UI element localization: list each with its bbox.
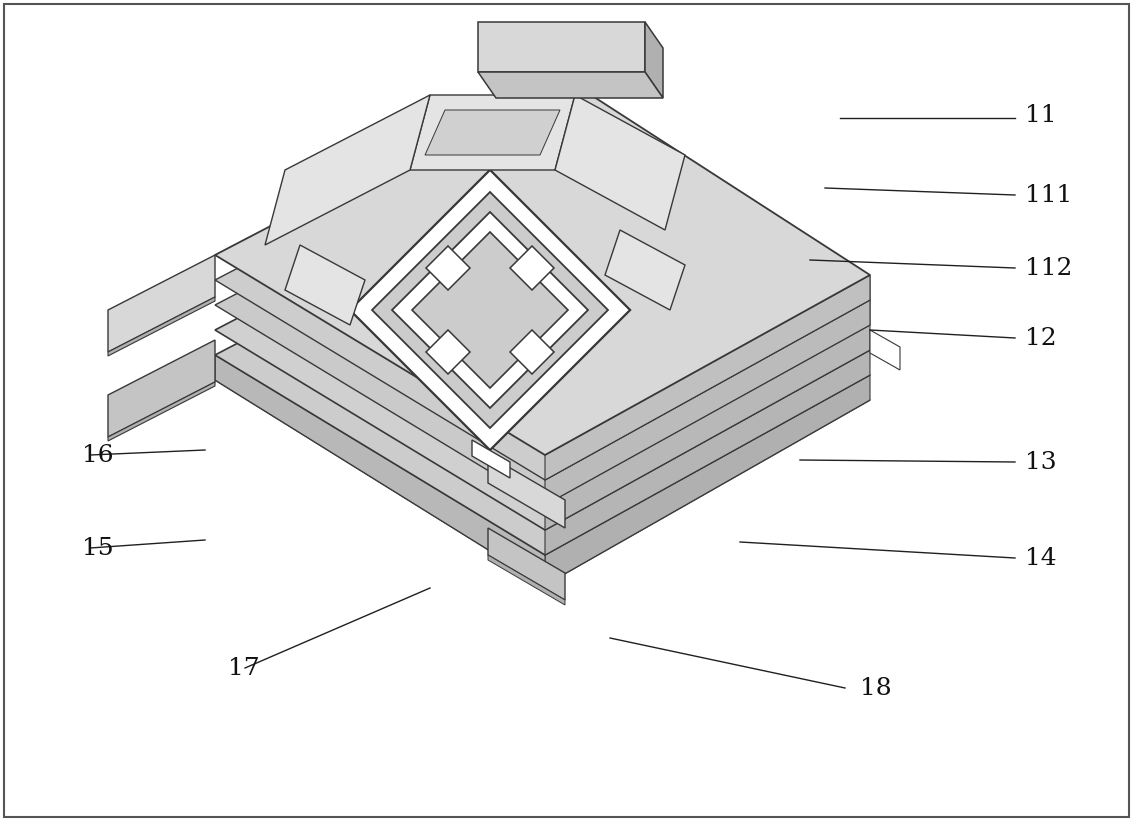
Polygon shape (215, 175, 870, 555)
Polygon shape (545, 350, 870, 555)
Polygon shape (870, 330, 900, 370)
Polygon shape (392, 212, 588, 408)
Polygon shape (215, 200, 870, 585)
Polygon shape (488, 528, 565, 600)
Polygon shape (215, 75, 870, 455)
Polygon shape (545, 375, 870, 585)
Polygon shape (108, 382, 215, 441)
Text: 16: 16 (82, 443, 113, 466)
Polygon shape (426, 246, 470, 290)
Polygon shape (545, 275, 870, 530)
Polygon shape (478, 22, 645, 72)
Polygon shape (410, 95, 576, 170)
Polygon shape (510, 330, 554, 374)
Polygon shape (426, 330, 470, 374)
Polygon shape (510, 246, 554, 290)
Text: 15: 15 (82, 536, 113, 559)
Text: 18: 18 (860, 677, 892, 699)
Polygon shape (215, 100, 870, 480)
Polygon shape (412, 232, 568, 388)
Polygon shape (425, 110, 560, 155)
Polygon shape (108, 255, 215, 352)
Text: 14: 14 (1025, 547, 1057, 570)
Polygon shape (108, 297, 215, 356)
Polygon shape (605, 230, 685, 310)
Polygon shape (545, 300, 870, 505)
Polygon shape (472, 440, 510, 478)
Polygon shape (215, 125, 870, 505)
Polygon shape (545, 275, 870, 480)
Text: 17: 17 (228, 657, 259, 680)
Polygon shape (478, 72, 663, 98)
Polygon shape (350, 170, 630, 450)
Text: 12: 12 (1025, 327, 1057, 350)
Polygon shape (215, 355, 545, 585)
Polygon shape (645, 22, 663, 98)
Polygon shape (265, 95, 431, 245)
Polygon shape (108, 340, 215, 437)
Text: 13: 13 (1025, 451, 1057, 474)
Text: 111: 111 (1025, 184, 1072, 207)
Polygon shape (488, 455, 565, 528)
Text: 11: 11 (1025, 103, 1056, 126)
Text: 112: 112 (1025, 256, 1072, 279)
Polygon shape (555, 95, 685, 230)
Polygon shape (488, 555, 565, 605)
Polygon shape (286, 245, 365, 325)
Polygon shape (350, 170, 630, 450)
Polygon shape (215, 150, 870, 530)
Polygon shape (372, 192, 608, 428)
